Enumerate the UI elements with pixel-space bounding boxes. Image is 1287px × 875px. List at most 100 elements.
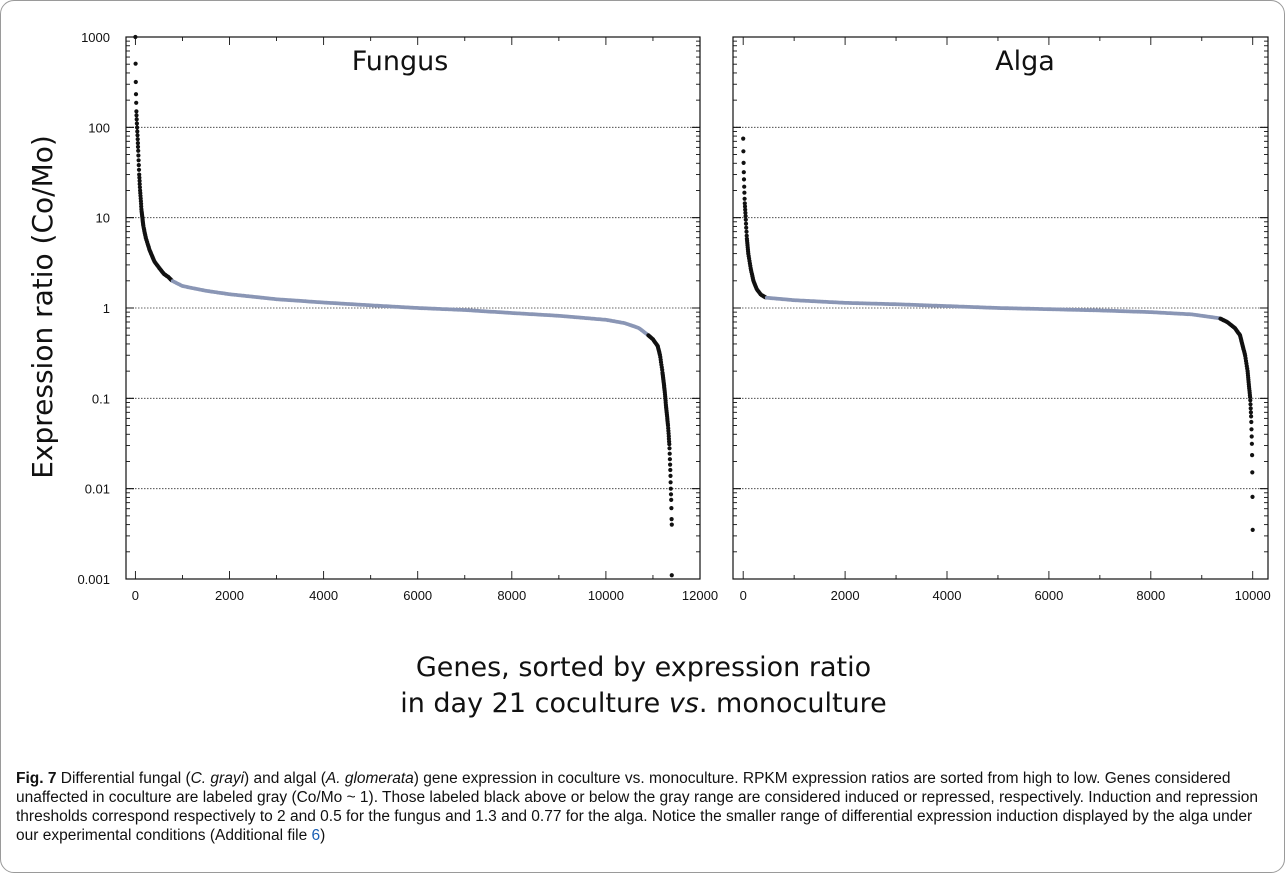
y-tick-label: 0.01 <box>85 482 110 497</box>
x-tick-label: 4000 <box>309 588 338 603</box>
data-point-affected <box>1249 434 1254 439</box>
data-point-affected <box>135 144 141 149</box>
x-tick-label: 10000 <box>588 588 624 603</box>
data-point-affected <box>668 492 674 497</box>
data-point-affected <box>742 196 747 201</box>
x-tick-label: 0 <box>132 588 139 603</box>
data-point-affected <box>667 451 672 456</box>
data-point-affected <box>744 229 749 234</box>
fungus-panel-title: Fungus <box>352 46 449 77</box>
fungus-data-points <box>133 34 674 578</box>
data-point-affected <box>668 486 673 491</box>
data-point-affected <box>669 517 674 522</box>
figure-chart-area: Expression ratio (Co/Mo) 0 2000 4000 6000 80… <box>26 30 1271 603</box>
data-point-affected <box>135 141 140 146</box>
data-point-affected <box>1249 414 1254 419</box>
data-point-affected <box>133 79 138 85</box>
data-point-affected <box>1248 398 1253 403</box>
data-point-affected <box>135 129 140 134</box>
data-point-affected <box>741 170 746 175</box>
data-point-affected <box>742 184 747 189</box>
data-point-affected <box>134 109 139 114</box>
data-point-affected <box>1250 527 1255 533</box>
fungus-ticks: 0 2000 4000 6000 8000 10000 12000 0.001 0.01 0.1 1… <box>77 30 718 603</box>
data-point-affected <box>136 167 142 172</box>
x-axis-label-line2: in day 21 coculture vs. monoculture <box>400 688 887 719</box>
x-axis-label: Genes, sorted by expression ratio in day… <box>0 650 1287 722</box>
y-tick-label: 10 <box>96 211 110 226</box>
x-tick-label: 12000 <box>682 588 718 603</box>
data-point-affected <box>743 221 749 226</box>
data-point-affected <box>667 446 672 451</box>
data-point-affected <box>668 480 673 485</box>
fungus-gridlines <box>126 126 700 490</box>
data-point-affected <box>1249 441 1254 446</box>
data-point-affected <box>668 467 673 473</box>
x-tick-label: 8000 <box>1136 588 1165 603</box>
alga-data-points <box>741 136 1255 533</box>
y-tick-label: 100 <box>88 120 110 135</box>
y-tick-label: 0.001 <box>77 572 110 587</box>
data-point-affected <box>137 182 142 187</box>
additional-file-link[interactable]: 6 <box>311 827 321 844</box>
data-point-affected <box>744 233 749 238</box>
figure-number: Fig. 7 <box>16 770 57 787</box>
fungus-plot-border <box>125 36 701 580</box>
fungus-panel: 0 2000 4000 6000 8000 10000 12000 0.001 0.01 0.1 1… <box>77 30 718 603</box>
data-point-affected <box>668 473 673 478</box>
data-point-affected <box>668 462 673 467</box>
data-point-affected <box>136 148 141 153</box>
data-point-affected <box>136 158 141 163</box>
figure-caption: Fig. 7 Differential fungal (C. grayi) an… <box>16 770 1259 844</box>
data-point-affected <box>669 522 674 527</box>
data-point-affected <box>669 573 674 578</box>
x-tick-label: 8000 <box>497 588 526 603</box>
data-point-affected <box>137 175 142 180</box>
data-point-affected <box>743 207 748 212</box>
data-point-affected <box>667 457 673 462</box>
data-point-affected <box>137 185 142 190</box>
data-point-affected <box>134 113 139 118</box>
x-tick-label: 0 <box>740 588 747 603</box>
data-point-affected <box>1248 402 1253 407</box>
data-point-affected <box>133 61 138 66</box>
data-point-affected <box>741 177 747 182</box>
data-point-affected <box>1250 494 1255 499</box>
x-axis-label-line1: Genes, sorted by expression ratio <box>415 652 872 683</box>
data-point-affected <box>136 153 141 158</box>
data-point-affected <box>135 137 140 142</box>
data-point-affected <box>137 172 142 177</box>
y-tick-label: 1000 <box>81 30 110 45</box>
data-point-affected <box>135 125 140 130</box>
x-tick-label: 2000 <box>831 588 860 603</box>
data-point-affected <box>1249 427 1254 432</box>
data-point-affected <box>669 506 674 511</box>
data-point-affected <box>742 204 748 209</box>
y-tick-label: 0.1 <box>92 391 110 406</box>
data-point-affected <box>1248 395 1253 400</box>
data-point-affected <box>744 225 749 230</box>
data-point-affected <box>741 160 746 165</box>
data-point-affected <box>133 92 139 97</box>
data-point-affected <box>134 121 139 126</box>
data-point-affected <box>669 497 674 502</box>
x-tick-label: 6000 <box>1034 588 1063 603</box>
alga-ticks: 0 2000 4000 6000 8000 10000 <box>733 36 1271 603</box>
data-point-affected <box>741 136 746 141</box>
x-tick-label: 4000 <box>933 588 962 603</box>
y-axis-label: Expression ratio (Co/Mo) <box>26 135 59 479</box>
data-point-affected <box>667 442 672 447</box>
y-tick-label: 1 <box>103 301 110 316</box>
data-point-affected <box>1249 419 1254 425</box>
data-point-affected <box>136 163 141 168</box>
data-point-affected <box>134 117 139 122</box>
alga-panel: 0 2000 4000 6000 8000 10000 Alga <box>732 36 1271 603</box>
alga-panel-title: Alga <box>995 46 1055 77</box>
x-tick-label: 10000 <box>1235 588 1271 603</box>
x-tick-label: 6000 <box>403 588 432 603</box>
data-point-affected <box>743 210 748 215</box>
data-point-affected <box>742 201 747 206</box>
data-point-affected <box>743 217 748 222</box>
data-point-affected <box>134 100 139 105</box>
